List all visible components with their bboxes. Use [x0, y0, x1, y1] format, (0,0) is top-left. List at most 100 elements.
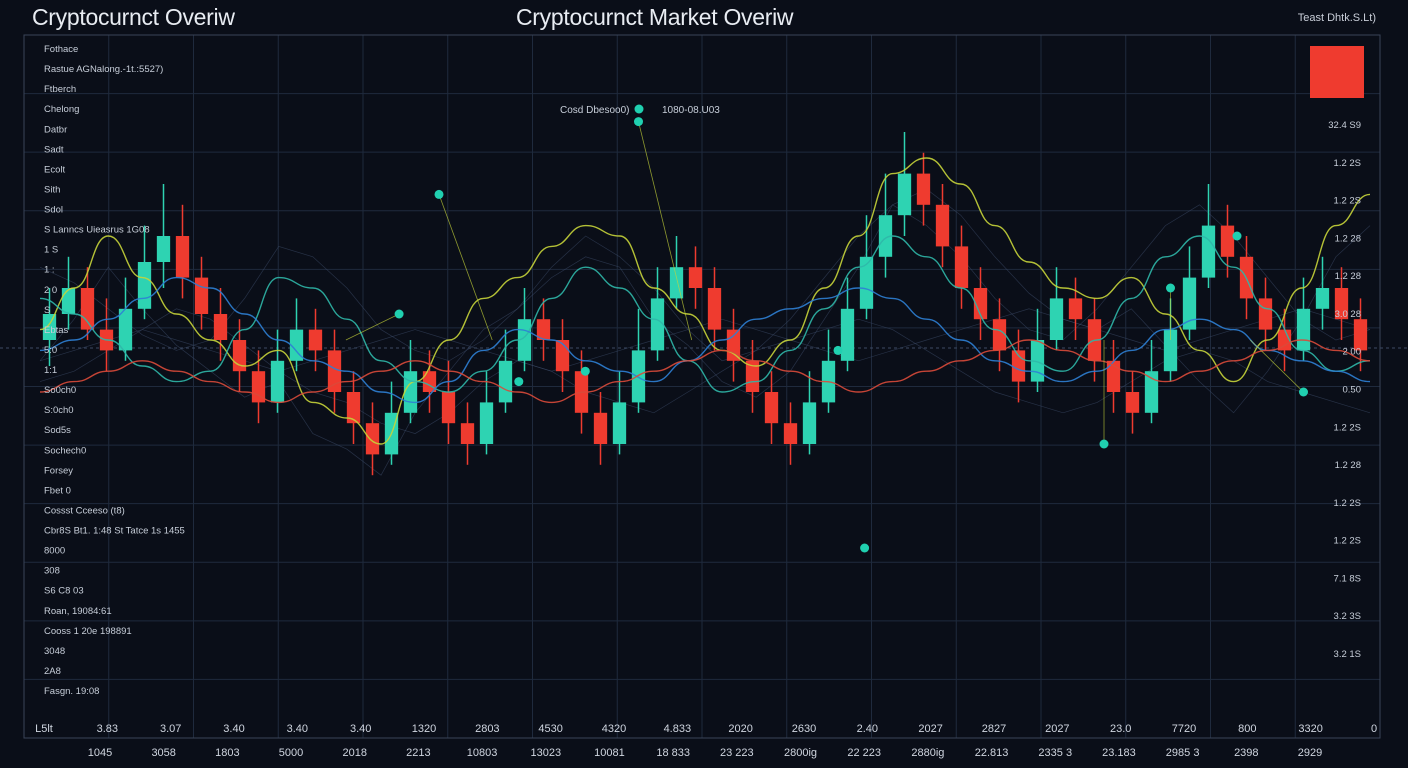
- left-label: Cbr8S Bt1. 1:48 St Tatce 1s 1455: [44, 526, 185, 537]
- left-label: Sadt: [44, 144, 64, 155]
- x-tick-label: 2803: [475, 723, 499, 735]
- candle-body: [859, 256, 874, 309]
- marker-spoke: [438, 194, 493, 341]
- candle-body: [631, 350, 646, 403]
- x-tick-label: 0: [1371, 723, 1377, 735]
- marker-spoke: [345, 313, 400, 341]
- candle-body: [669, 267, 684, 299]
- header-caption: Teast Dhtk.S.Lt): [1297, 12, 1376, 24]
- right-axis-labels: 32.4 S9 1.2 2S 1.2 2S 1.2 28 1.2 28 3.0 28 2 0…: [1328, 120, 1361, 660]
- series-line: [39, 276, 1371, 404]
- left-label-column: Fothace Rastue AGNalong.-1t.:5527) Ftberch…: [44, 44, 185, 697]
- candle-body: [745, 360, 760, 392]
- x-tick-label-secondary: 18 833: [656, 747, 690, 759]
- data-marker: [860, 543, 870, 553]
- candle-body: [1163, 329, 1178, 372]
- right-axis-label: 32.4 S9: [1328, 120, 1361, 131]
- x-tick-label: 2020: [728, 723, 752, 735]
- data-marker: [833, 345, 843, 355]
- right-axis-label: 1.2 28: [1335, 460, 1361, 471]
- x-tick-label: 800: [1238, 723, 1256, 735]
- right-axis-label: 0.50: [1343, 385, 1362, 396]
- page-title-left: Cryptocurnct Overiw: [32, 4, 235, 30]
- candle-body: [1201, 225, 1216, 278]
- x-tick-label-secondary: 2213: [406, 747, 430, 759]
- x-tick-label-secondary: 2985 3: [1166, 747, 1200, 759]
- candle-body: [175, 236, 190, 278]
- left-label: S:0ch0: [44, 405, 74, 416]
- candle-body: [80, 288, 95, 330]
- candle-body: [289, 329, 304, 361]
- candle-body: [137, 262, 152, 309]
- right-axis-label: 1.2 2S: [1334, 536, 1361, 547]
- x-tick-label-secondary: 5000: [279, 747, 303, 759]
- candle-body: [270, 360, 285, 403]
- x-tick-label: 23.0: [1110, 723, 1131, 735]
- left-label: 8000: [44, 546, 65, 557]
- right-axis-label: 3.0 28: [1335, 309, 1361, 320]
- data-marker: [434, 189, 444, 199]
- series-line: [39, 339, 1371, 404]
- candle-body: [593, 412, 608, 444]
- candle-body: [365, 423, 380, 455]
- x-tick-label: 2630: [792, 723, 816, 735]
- right-axis-label: 3.2 1S: [1334, 649, 1361, 660]
- data-marker: [514, 377, 524, 387]
- point-markers: [345, 117, 1308, 553]
- candle-body: [1353, 319, 1368, 351]
- data-marker: [1166, 283, 1175, 293]
- candle-body: [897, 173, 912, 216]
- candle-body: [194, 277, 209, 314]
- right-axis-label: 3.2 3S: [1334, 611, 1361, 622]
- right-axis-label: 1.2 2S: [1334, 158, 1361, 169]
- left-label: Forsey: [44, 465, 73, 476]
- candle-body: [1182, 277, 1197, 330]
- left-label: Cooss 1 20e 198891: [44, 626, 132, 637]
- left-label: Datbr: [44, 124, 67, 135]
- plot-frame: [23, 34, 1381, 739]
- chart-grid: [0, 34, 1408, 739]
- x-tick-label: 3.07: [160, 723, 181, 735]
- x-tick-label-secondary: 13023: [530, 747, 561, 759]
- candle-body: [916, 173, 931, 205]
- annotation-marker: [634, 104, 644, 114]
- candle-body: [479, 402, 494, 444]
- right-axis-label: 7.1 8S: [1334, 573, 1361, 584]
- left-label: 1:1: [44, 365, 57, 376]
- series-line: [39, 157, 1371, 445]
- candle-body: [650, 298, 665, 351]
- x-tick-label: 2027: [918, 723, 942, 735]
- candle-body: [498, 360, 513, 403]
- annotation-label: Cosd Dbesoo0): [560, 105, 629, 116]
- right-axis-label: 1.2 2S: [1334, 422, 1361, 433]
- left-label: Fasgn. 19:08: [44, 686, 99, 697]
- candle-body: [802, 402, 817, 444]
- right-axis-label: 1.2 2S: [1334, 498, 1361, 509]
- left-label: S: [44, 305, 50, 316]
- candle-body: [1258, 298, 1273, 330]
- legend-swatch: [1310, 46, 1364, 98]
- candle-body: [536, 319, 551, 340]
- candle-body: [213, 314, 228, 340]
- x-tick-label-secondary: 1803: [215, 747, 239, 759]
- left-label: Cossst Cceeso (t8): [44, 505, 125, 516]
- line-series: [39, 157, 1371, 445]
- x-tick-label: 1320: [412, 723, 436, 735]
- x-tick-label-secondary: 2018: [342, 747, 366, 759]
- candle-body: [1277, 329, 1292, 351]
- left-label: Roan, 19084:61: [44, 606, 112, 617]
- left-label: Sdol: [44, 205, 63, 216]
- left-label: Sochech0: [44, 445, 86, 456]
- candle-body: [1334, 288, 1349, 320]
- left-label: 1 :: [44, 265, 55, 276]
- candle-body: [118, 308, 133, 351]
- x-tick-label: 4530: [538, 723, 562, 735]
- left-label: Chelong: [44, 104, 79, 115]
- left-label: 2 0: [44, 285, 57, 296]
- x-tick-label-secondary: 2800ig: [784, 747, 817, 759]
- x-tick-label-secondary: 10081: [594, 747, 625, 759]
- right-axis-label: 2 00: [1343, 347, 1362, 358]
- right-axis-label: 1.2 28: [1335, 233, 1361, 244]
- candle-body: [973, 288, 988, 320]
